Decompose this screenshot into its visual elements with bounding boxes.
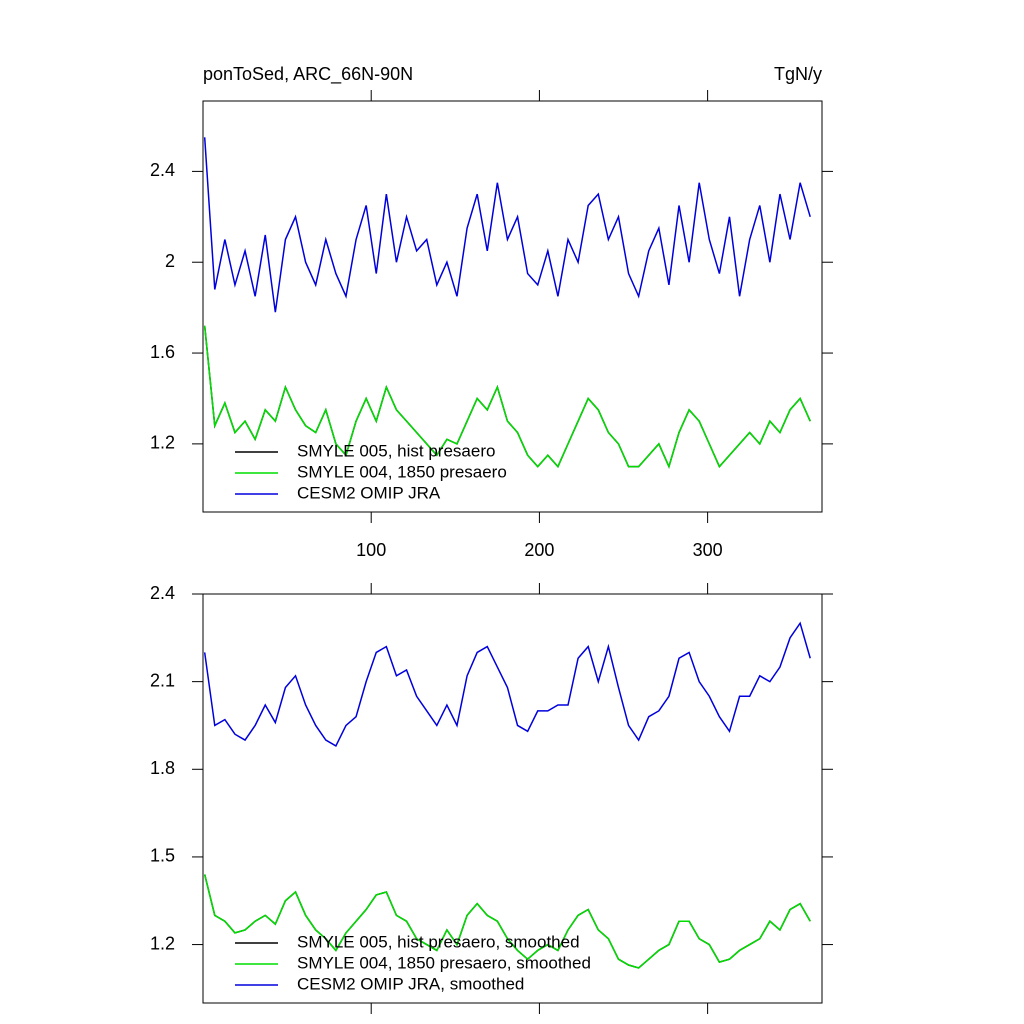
legend-text: SMYLE 005, hist presaero, smoothed (297, 932, 580, 951)
chart-title: ponToSed, ARC_66N-90N (203, 64, 413, 85)
series-line (203, 621, 811, 747)
units-label: TgN/y (774, 64, 822, 84)
y-tick-label: 2.4 (150, 160, 175, 180)
plot-frame (202, 593, 823, 1004)
y-tick-label: 2.4 (150, 583, 175, 603)
y-tick-label: 2.1 (150, 670, 175, 690)
x-tick-label: 300 (693, 540, 723, 560)
y-tick-label: 1.6 (150, 342, 175, 362)
y-tick-label: 2 (165, 251, 175, 271)
series-line (203, 325, 811, 469)
y-tick-label: 1.2 (150, 933, 175, 953)
y-tick-label: 1.5 (150, 846, 175, 866)
legend-text: SMYLE 004, 1850 presaero, smoothed (297, 953, 591, 972)
legend-text: SMYLE 005, hist presaero (297, 441, 495, 460)
legend-text: SMYLE 004, 1850 presaero (297, 462, 507, 481)
series-line (203, 137, 811, 313)
plot-frame (202, 100, 823, 513)
series-line (203, 325, 811, 469)
legend-text: CESM2 OMIP JRA (297, 483, 441, 502)
x-tick-label: 100 (356, 540, 386, 560)
y-tick-label: 1.8 (150, 758, 175, 778)
series-line (203, 874, 811, 969)
x-tick-label: 200 (524, 540, 554, 560)
y-tick-label: 1.2 (150, 433, 175, 453)
legend-text: CESM2 OMIP JRA, smoothed (297, 974, 524, 993)
